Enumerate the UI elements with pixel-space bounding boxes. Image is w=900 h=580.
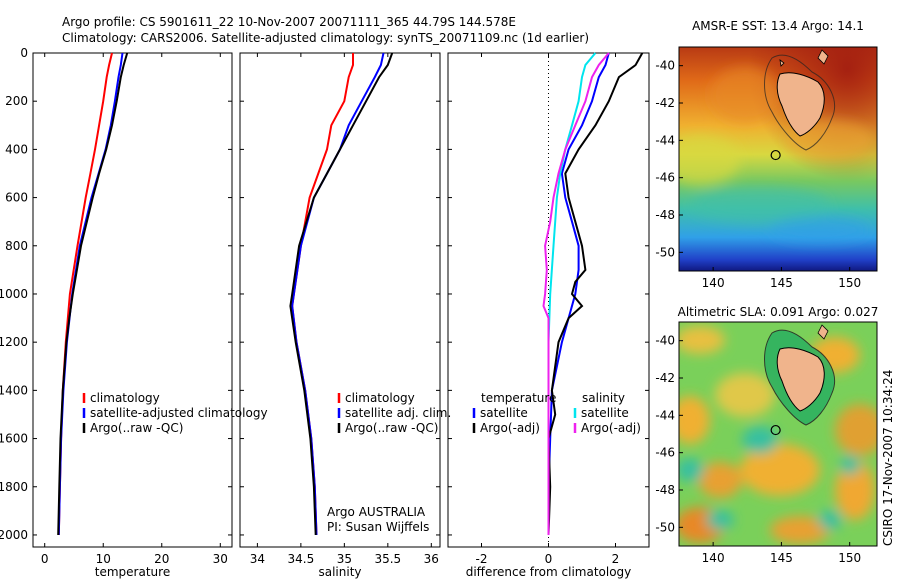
salinity-legend-entry-label: satellite adj. clim. <box>345 406 451 420</box>
sst-map-xtick-label: 150 <box>838 276 861 290</box>
sla-map: Altimetric SLA: 0.091 Argo: 0.027 140 145… <box>655 305 879 565</box>
sst-map-xtick-label: 140 <box>702 276 725 290</box>
difference-legend-salinity-entry-label: satellite <box>581 406 629 420</box>
sla-map-ytick-label: -50 <box>655 520 675 534</box>
depth-tick-label: 400 <box>5 142 28 156</box>
sst-map-ytick-label: -44 <box>655 133 675 147</box>
pi-credit: PI: Susan Wijffels <box>327 520 429 534</box>
temperature-panel: 0 10 20 30 0 200 400 600 800 1000 1200 1400 1600 1800… <box>0 46 268 579</box>
salinity-axes-frame <box>239 52 441 548</box>
sst-map-ytick-label: -48 <box>655 208 675 222</box>
difference-xtick-label: 2 <box>612 552 620 566</box>
sla-map-xtick-label: 145 <box>770 551 793 565</box>
salinity-xtick-label: 35 <box>337 552 352 566</box>
sla-map-xtick-label: 140 <box>702 551 725 565</box>
salinity-legend-entry-label: climatology <box>345 391 415 405</box>
difference-series-line-3 <box>542 52 610 535</box>
temperature-xtick-label: 10 <box>96 552 111 566</box>
sst-map-ytick-label: -46 <box>655 171 675 185</box>
depth-tick-label: 1200 <box>0 335 28 349</box>
difference-legend-salinity-title: salinity <box>582 391 625 405</box>
salinity-xtick-label: 36 <box>424 552 439 566</box>
depth-tick-label: 2000 <box>0 528 28 542</box>
salinity-xtick-label: 35.5 <box>374 552 401 566</box>
salinity-series-line-1 <box>291 52 385 536</box>
salinity-xtick-label: 34.5 <box>288 552 315 566</box>
sst-map-xtick-label: 145 <box>770 276 793 290</box>
sla-map-ytick-label: -48 <box>655 483 675 497</box>
sst-map-ytick-label: -50 <box>655 245 675 259</box>
argo-australia-credit: Argo AUSTRALIA <box>327 505 426 519</box>
sla-map-title: Altimetric SLA: 0.091 Argo: 0.027 <box>678 305 879 319</box>
sst-map-image <box>679 47 877 271</box>
salinity-legend-entry-label: Argo(..raw -QC) <box>345 421 438 435</box>
sst-map-frame <box>678 46 878 272</box>
temperature-legend-entry-label: Argo(..raw -QC) <box>90 421 183 435</box>
sst-map: AMSR-E SST: 13.4 Argo: 14.1 140 145 150 -40… <box>655 19 878 290</box>
depth-tick-label: 1800 <box>0 480 28 494</box>
sla-argo-position-marker <box>770 424 781 436</box>
salinity-xlabel: salinity <box>318 565 361 579</box>
sla-map-xtick-label: 150 <box>838 551 861 565</box>
depth-tick-label: 200 <box>5 94 28 108</box>
depth-tick-label: 0 <box>20 46 28 60</box>
sst-map-ytick-label: -40 <box>655 59 675 73</box>
sla-map-ytick-label: -46 <box>655 446 675 460</box>
salinity-series-line-2 <box>289 52 394 536</box>
temperature-series-line-0 <box>57 52 113 536</box>
salinity-series-line-0 <box>291 53 354 536</box>
temperature-axes-frame <box>32 52 233 548</box>
temperature-xtick-label: 30 <box>213 552 228 566</box>
depth-tick-label: 1000 <box>0 287 28 301</box>
depth-tick-label: 1600 <box>0 432 28 446</box>
sla-map-ytick-label: -40 <box>655 334 675 348</box>
depth-tick-label: 600 <box>5 191 28 205</box>
difference-series-line-0 <box>547 52 610 535</box>
difference-xtick-label: 0 <box>545 552 553 566</box>
depth-tick-label: 800 <box>5 239 28 253</box>
sst-map-ytick-label: -42 <box>655 96 675 110</box>
temperature-series-line-2 <box>57 52 129 536</box>
difference-legend-temperature-entry-label: Argo(-adj) <box>480 421 540 435</box>
temperature-xlabel: temperature <box>95 565 170 579</box>
figure-title-line2: Climatology: CARS2006. Satellite-adjuste… <box>62 31 589 45</box>
temperature-xtick-label: 0 <box>41 552 49 566</box>
difference-xtick-label: -2 <box>476 552 488 566</box>
figure-title-line1: Argo profile: CS 5901611_22 10-Nov-2007 … <box>62 15 516 29</box>
temperature-legend-entry-label: satellite-adjusted climatology <box>90 406 268 420</box>
difference-xlabel: difference from climatology <box>466 565 632 579</box>
temperature-xtick-label: 20 <box>154 552 169 566</box>
temperature-legend-entry-label: climatology <box>90 391 160 405</box>
sla-map-image <box>679 322 877 546</box>
sst-map-title: AMSR-E SST: 13.4 Argo: 14.1 <box>692 19 864 33</box>
difference-legend-temperature-entry-label: satellite <box>480 406 528 420</box>
salinity-panel: 34 34.5 35 35.5 36 salinity climatologysatelli… <box>239 52 451 579</box>
difference-series-line-1 <box>547 52 644 536</box>
sla-map-ytick-label: -44 <box>655 408 675 422</box>
sst-argo-position-marker <box>770 149 781 161</box>
salinity-xtick-label: 34 <box>250 552 265 566</box>
sla-map-ytick-label: -42 <box>655 371 675 385</box>
difference-legend-temperature-title: temperature <box>481 391 556 405</box>
csiro-timestamp: CSIRO 17-Nov-2007 10:34:24 <box>881 370 895 546</box>
sla-map-frame <box>678 321 878 547</box>
difference-legend-salinity-entry-label: Argo(-adj) <box>581 421 641 435</box>
depth-tick-label: 1400 <box>0 383 28 397</box>
